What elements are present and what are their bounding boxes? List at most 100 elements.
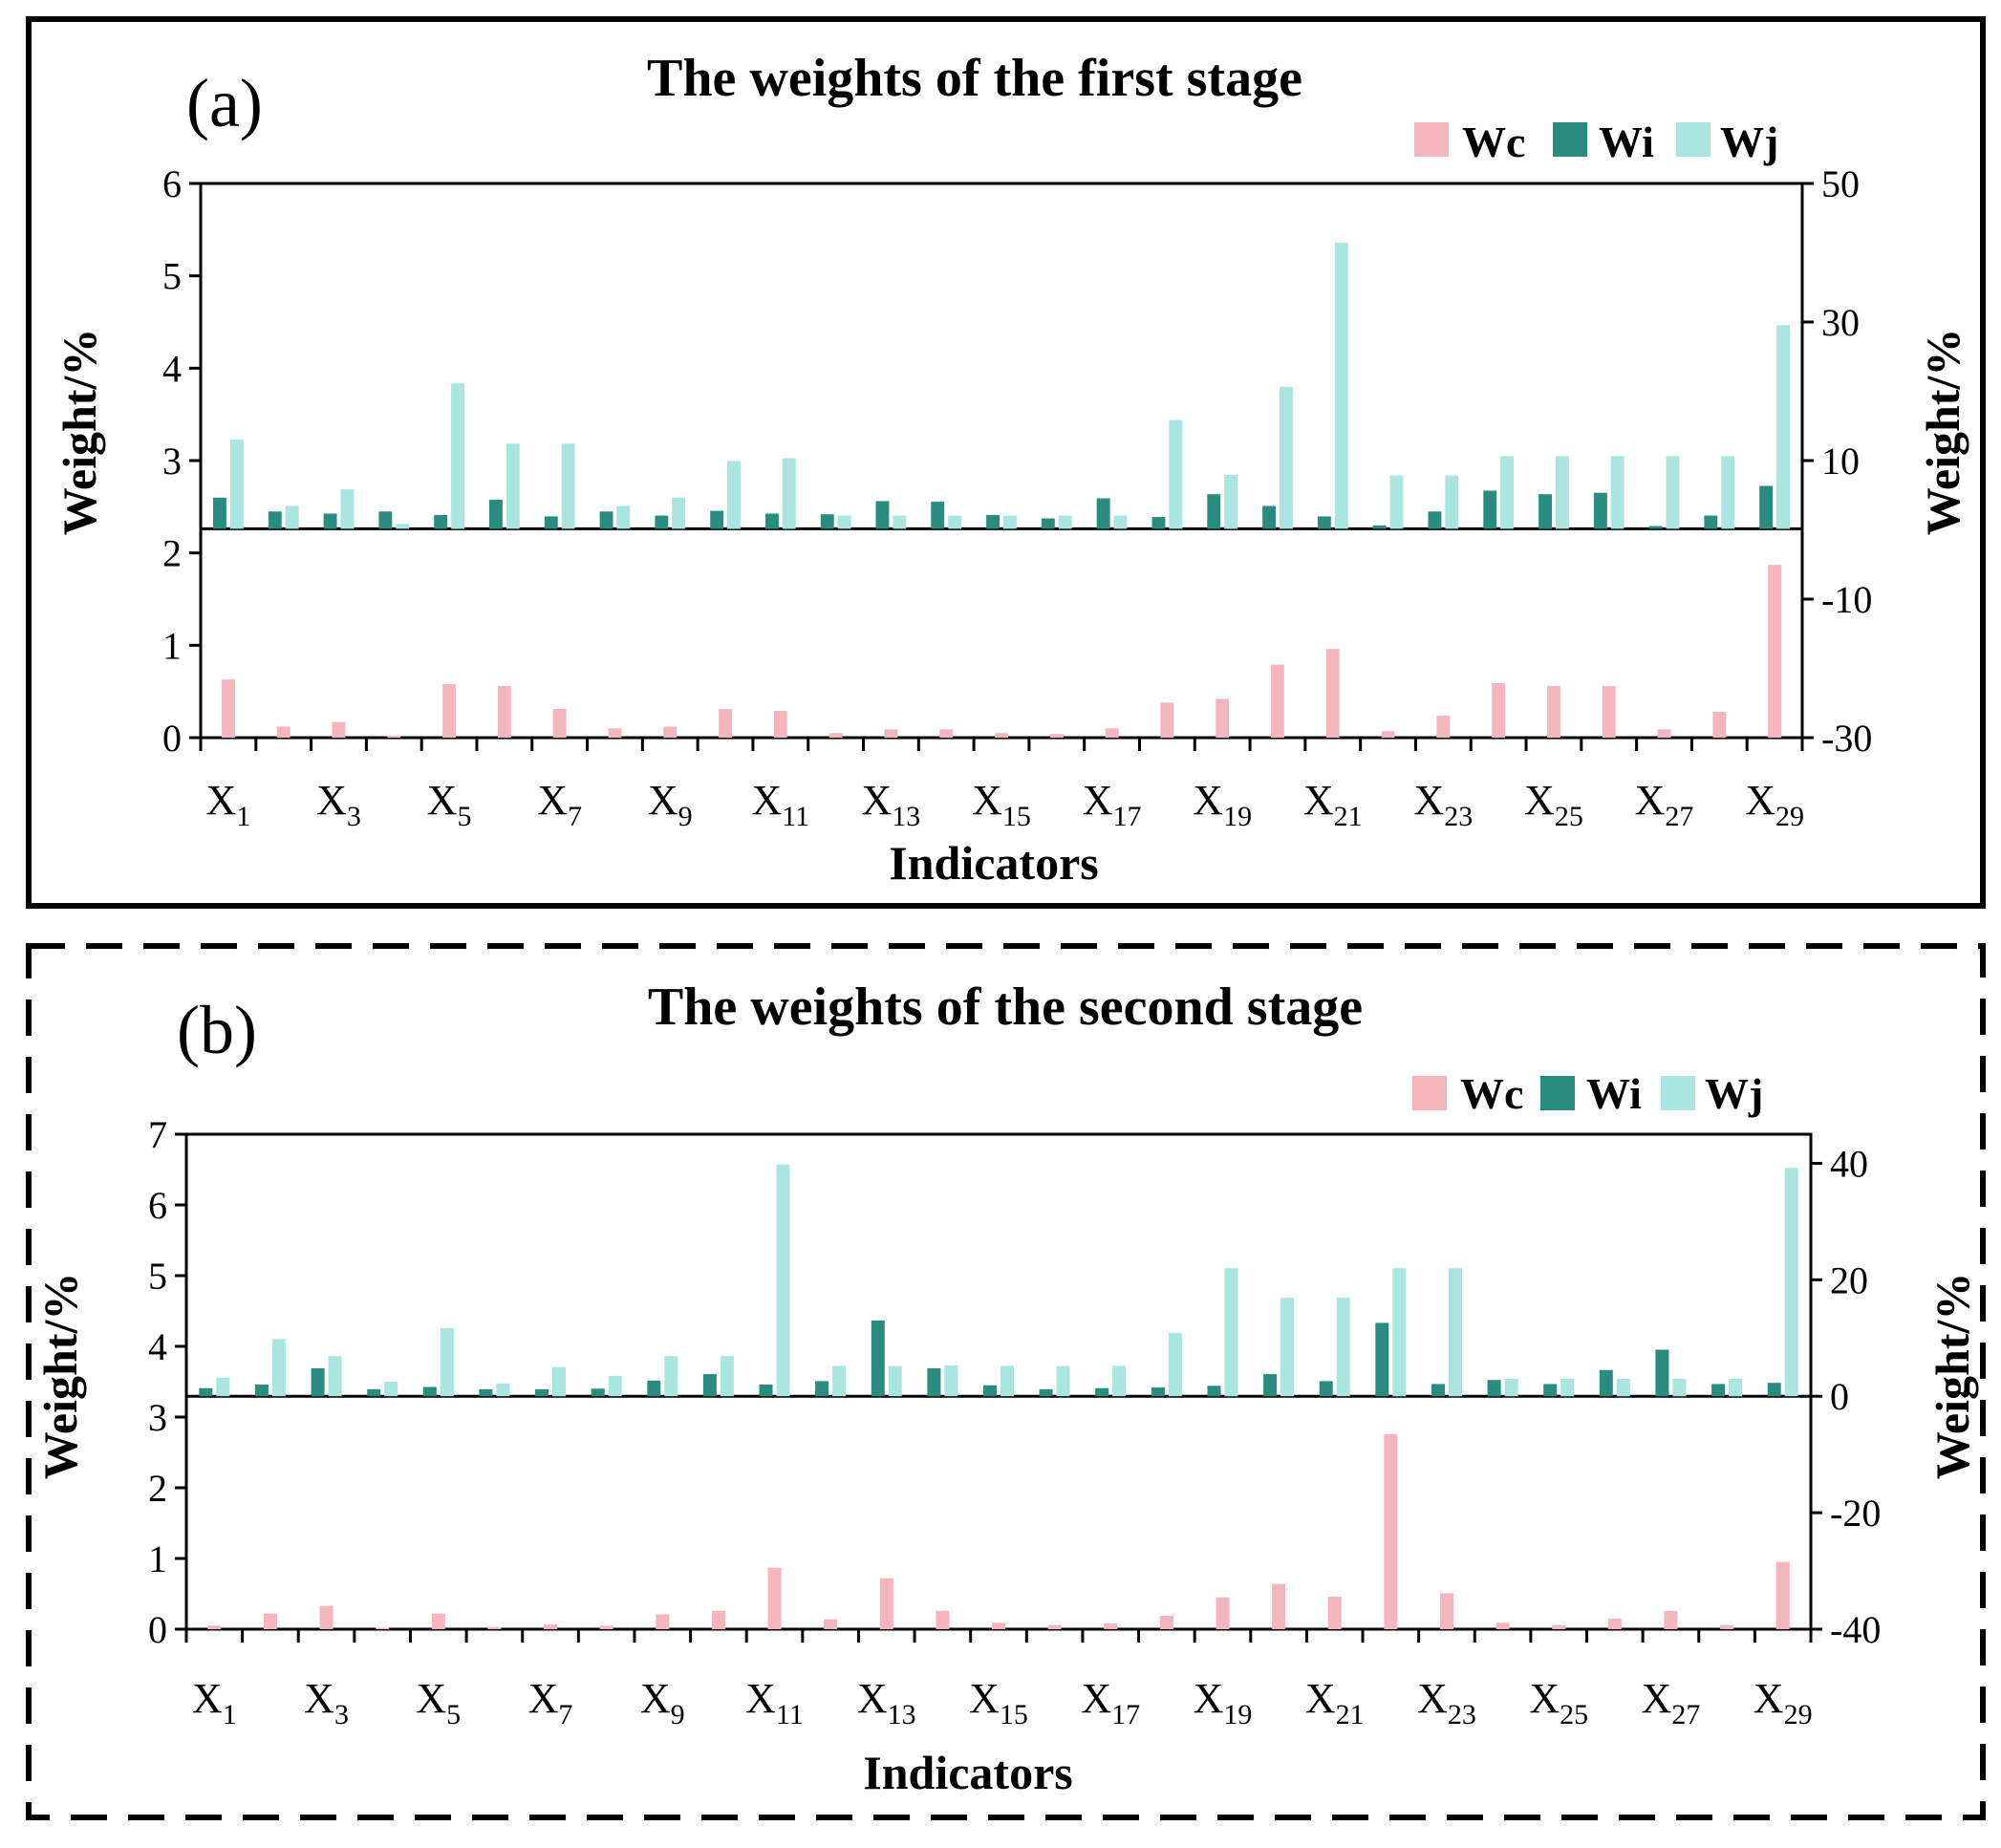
bar-b-wc-x26 bbox=[1607, 1618, 1622, 1629]
panel-a-title: The weights of the first stage bbox=[647, 49, 1302, 108]
bar-a-wj-x1 bbox=[229, 439, 244, 529]
bar-b-wj-x18 bbox=[1168, 1332, 1182, 1397]
bar-a-wi-x26 bbox=[1593, 492, 1607, 529]
xtick-label-a-x5: X5 bbox=[427, 777, 472, 832]
ytick-label-right-b-20: 20 bbox=[1830, 1258, 1868, 1301]
bar-a-wi-x1 bbox=[213, 497, 226, 529]
bar-b-wj-x6 bbox=[496, 1383, 510, 1397]
bar-b-wj-x27 bbox=[1672, 1379, 1687, 1397]
bar-a-wj-x17 bbox=[1113, 515, 1128, 529]
xtick-label-a-x23: X23 bbox=[1413, 777, 1473, 832]
bar-b-wc-x24 bbox=[1495, 1622, 1510, 1629]
bar-b-wi-x28 bbox=[1711, 1384, 1726, 1397]
bar-b-wi-x7 bbox=[535, 1388, 549, 1397]
panel-a-label: (a) bbox=[186, 65, 263, 141]
bar-a-wc-x14 bbox=[939, 729, 954, 738]
bar-a-wc-x1 bbox=[222, 679, 235, 738]
bar-a-wj-x20 bbox=[1280, 386, 1293, 529]
bar-a-wi-x11 bbox=[765, 513, 779, 529]
bar-a-wc-x23 bbox=[1436, 715, 1451, 738]
bar-b-wc-x5 bbox=[431, 1613, 445, 1629]
bar-b-wj-x11 bbox=[776, 1164, 790, 1397]
panel-b-frame bbox=[26, 943, 1986, 1820]
bar-b-wj-x29 bbox=[1784, 1168, 1798, 1397]
bar-a-wc-x12 bbox=[828, 733, 843, 738]
bar-a-wj-x18 bbox=[1169, 419, 1183, 529]
bar-b-wj-x7 bbox=[552, 1366, 566, 1397]
bar-a-wc-x7 bbox=[552, 709, 567, 738]
bar-a-wi-x28 bbox=[1704, 515, 1718, 529]
bar-a-wi-x20 bbox=[1262, 505, 1276, 529]
bar-a-wi-x8 bbox=[599, 511, 613, 529]
ytick-label-right-a--30: -30 bbox=[1821, 717, 1872, 760]
ytick-label-left-a-3: 3 bbox=[162, 440, 182, 483]
legend-a-wi-swatch bbox=[1553, 122, 1587, 157]
bar-b-wj-x23 bbox=[1449, 1268, 1462, 1397]
xtick-label-b-x5: X5 bbox=[416, 1675, 461, 1730]
bar-b-wc-x12 bbox=[824, 1619, 838, 1629]
legend-b-wi-swatch bbox=[1540, 1076, 1575, 1110]
bar-a-wc-x4 bbox=[387, 736, 401, 738]
bar-a-wc-x20 bbox=[1271, 664, 1284, 738]
bar-a-wi-x29 bbox=[1759, 485, 1774, 529]
bar-b-wc-x4 bbox=[376, 1627, 390, 1629]
bar-b-wj-x14 bbox=[944, 1365, 958, 1397]
xtick-label-b-x15: X15 bbox=[969, 1675, 1028, 1730]
bar-b-wi-x18 bbox=[1151, 1387, 1165, 1397]
bar-a-wj-x22 bbox=[1389, 475, 1404, 529]
bar-b-wi-x25 bbox=[1543, 1384, 1558, 1397]
ytick-label-left-b-4: 4 bbox=[148, 1325, 167, 1368]
bar-a-wj-x28 bbox=[1721, 456, 1735, 529]
bar-a-wj-x21 bbox=[1334, 243, 1348, 529]
xtick-label-b-x29: X29 bbox=[1754, 1675, 1813, 1730]
xtick-label-a-x13: X13 bbox=[862, 777, 921, 832]
bar-b-wi-x2 bbox=[254, 1385, 269, 1397]
bar-a-wc-x21 bbox=[1325, 649, 1340, 738]
xtick-label-b-x27: X27 bbox=[1642, 1675, 1701, 1730]
bar-a-wj-x27 bbox=[1666, 456, 1680, 529]
bar-b-wi-x26 bbox=[1599, 1369, 1613, 1397]
bar-a-wi-x27 bbox=[1648, 526, 1663, 529]
xtick-label-b-x11: X11 bbox=[745, 1675, 804, 1730]
ytick-label-left-a-1: 1 bbox=[162, 624, 182, 667]
xtick-label-a-x29: X29 bbox=[1745, 777, 1804, 832]
bar-a-wj-x4 bbox=[396, 524, 410, 529]
bar-a-wc-x9 bbox=[663, 726, 678, 738]
bar-a-wi-x18 bbox=[1151, 517, 1166, 529]
bar-b-wj-x9 bbox=[664, 1356, 678, 1397]
ytick-label-right-a-50: 50 bbox=[1821, 162, 1860, 205]
bar-b-wc-x28 bbox=[1720, 1624, 1734, 1629]
bar-b-wc-x1 bbox=[207, 1625, 222, 1629]
panel-a-plot: 0 1 2 3 4 5 6 -30 -10 10 30 50 X1 X3 X5 X7 X9 X11 X13 X15 X1… bbox=[162, 162, 1872, 832]
bar-b-wi-x21 bbox=[1319, 1381, 1333, 1397]
xtick-label-b-x23: X23 bbox=[1417, 1675, 1476, 1730]
bar-a-wi-x24 bbox=[1483, 490, 1497, 529]
legend-b-wj-label: Wj bbox=[1705, 1069, 1763, 1118]
panel-b-legend: Wc Wi Wj bbox=[1412, 1069, 1763, 1118]
bar-a-wj-x25 bbox=[1555, 456, 1569, 529]
bar-a-wj-x5 bbox=[451, 383, 464, 529]
bar-b-wc-x14 bbox=[936, 1610, 950, 1629]
bar-b-wc-x9 bbox=[656, 1614, 670, 1629]
ytick-label-left-a-6: 6 bbox=[162, 162, 182, 205]
bar-b-wc-x23 bbox=[1440, 1593, 1453, 1629]
bar-a-wi-x6 bbox=[489, 500, 503, 529]
bar-b-wi-x19 bbox=[1207, 1386, 1221, 1397]
bar-b-wi-x23 bbox=[1431, 1384, 1445, 1397]
bar-a-wi-x13 bbox=[875, 501, 890, 529]
bar-b-wc-x2 bbox=[263, 1613, 277, 1629]
bar-a-wi-x14 bbox=[931, 502, 945, 529]
bar-a-wj-x29 bbox=[1776, 325, 1790, 529]
bar-a-wi-x12 bbox=[820, 514, 834, 529]
xtick-label-b-x21: X21 bbox=[1305, 1675, 1365, 1730]
bar-b-wi-x4 bbox=[367, 1388, 381, 1397]
bar-a-wc-x17 bbox=[1105, 728, 1119, 738]
bar-b-wj-x4 bbox=[384, 1382, 398, 1397]
bar-a-wj-x19 bbox=[1224, 474, 1238, 529]
bar-a-wi-x2 bbox=[268, 511, 282, 529]
bar-b-wj-x15 bbox=[1000, 1365, 1014, 1397]
panel-b-label: (b) bbox=[177, 992, 257, 1068]
xtick-label-a-x1: X1 bbox=[206, 777, 251, 832]
bar-a-wj-x13 bbox=[893, 515, 907, 529]
bar-b-wc-x20 bbox=[1272, 1583, 1286, 1629]
